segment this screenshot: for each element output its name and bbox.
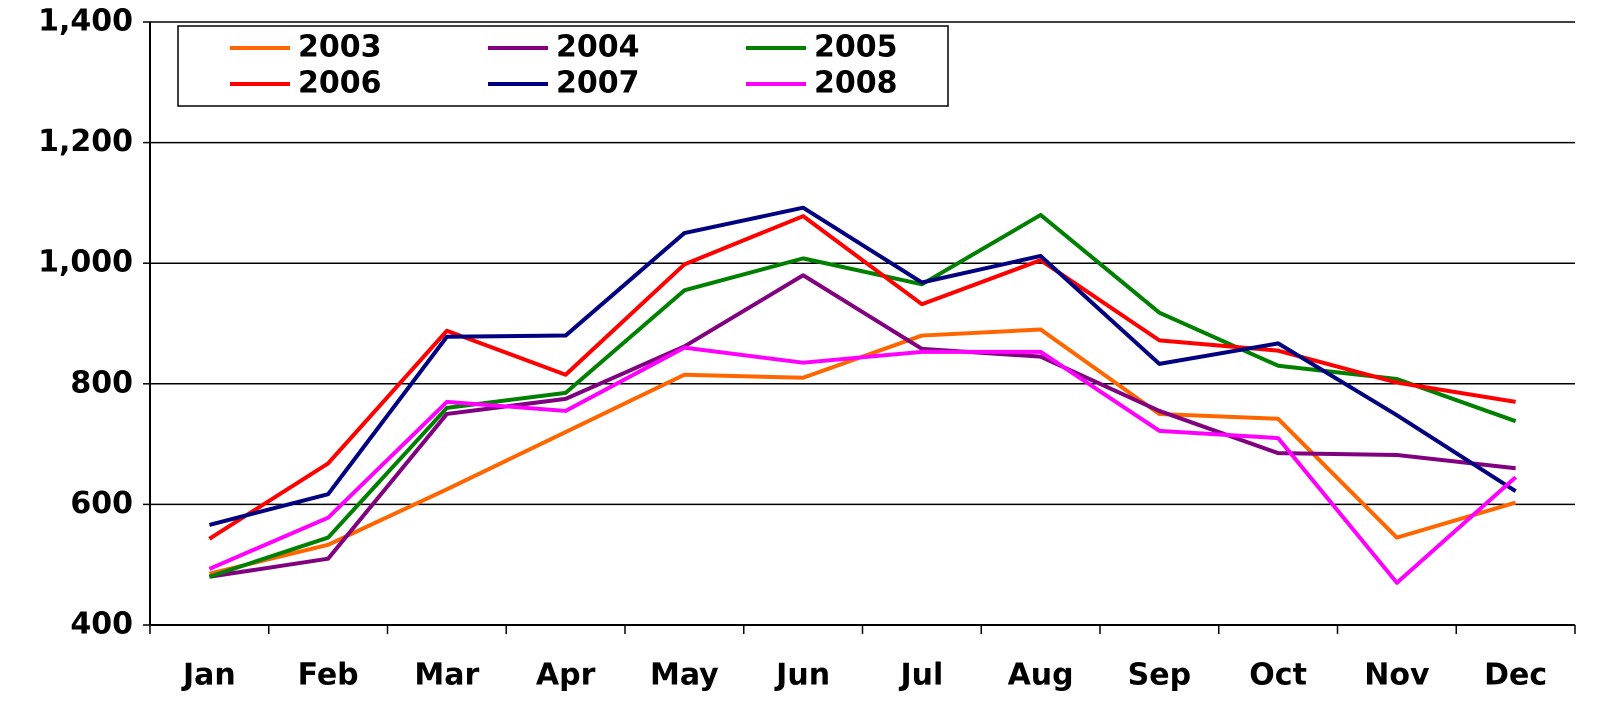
series-line [208,212,1517,579]
legend-box [177,25,949,107]
y-tick-label: 1,200 [38,124,133,159]
legend-label: 2007 [556,66,640,101]
x-tick-label: Apr [536,658,596,693]
x-tick-label: Dec [1484,658,1547,693]
legend-label: 2006 [298,66,382,101]
y-tick-label: 800 [70,365,133,400]
x-tick-label: Oct [1249,658,1307,693]
legend-label: 2004 [556,30,640,65]
x-tick-label: Jun [774,658,830,693]
x-tick-label: Jan [181,658,236,693]
x-tick-label: Feb [298,658,359,693]
x-tick-label: Sep [1128,658,1191,693]
x-tick-label: Aug [1008,658,1074,693]
y-tick-label: 600 [70,486,133,521]
series-line [209,273,1516,579]
x-tick-label: Mar [414,658,479,693]
x-tick-label: Jul [898,658,943,693]
series-line [208,205,1517,527]
y-tick-label: 400 [70,607,133,642]
legend-label: 2003 [298,30,382,65]
x-tick-label: May [650,658,719,693]
legend-label: 2008 [814,66,898,101]
legend-label: 2005 [814,30,898,65]
y-tick-label: 1,000 [38,245,133,280]
series-line [208,345,1517,585]
y-tick-label: 1,400 [38,4,133,39]
x-tick-label: Nov [1364,658,1430,693]
